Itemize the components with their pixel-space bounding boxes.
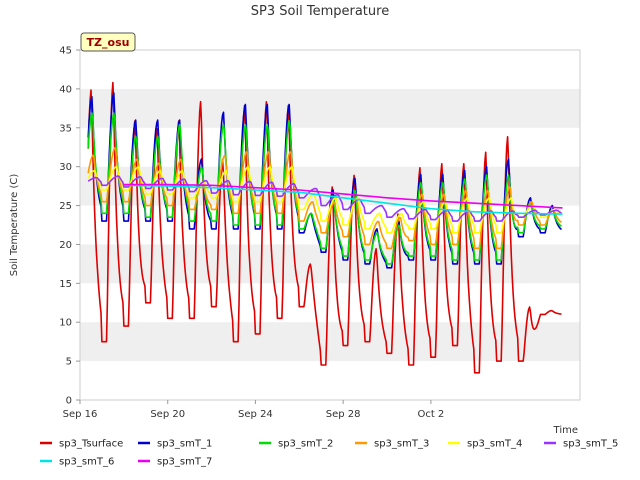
y-tick-label: 35 (59, 123, 72, 134)
y-axis: 0 5 10 15 20 25 30 35 40 45 (59, 46, 80, 407)
plot-frame (79, 49, 581, 401)
site-badge-label: TZ_osu (87, 36, 130, 49)
legend-item-sp3_smT_4: sp3_smT_4 (448, 439, 522, 450)
x-tick-label: Sep 16 (63, 409, 98, 420)
legend-label: sp3_smT_3 (374, 439, 429, 450)
grid-band (80, 244, 580, 284)
legend-label: sp3_smT_2 (278, 439, 333, 450)
x-axis-title: Time (553, 425, 578, 436)
chart-title: SP3 Soil Temperature (251, 4, 389, 19)
series-layer (87, 81, 563, 374)
y-tick-label: 20 (59, 240, 72, 251)
grid-band (80, 322, 580, 362)
grid-bands (80, 50, 580, 400)
legend: sp3_Tsurface sp3_smT_1 sp3_smT_2 sp3_smT_3 s… (40, 439, 618, 468)
legend-item-sp3_smT_6: sp3_smT_6 (40, 457, 114, 468)
y-tick-label: 40 (59, 84, 72, 95)
y-tick-label: 10 (59, 318, 72, 329)
y-tick-label: 45 (59, 46, 72, 57)
grid-band (80, 88, 580, 128)
legend-item-sp3_smT_2: sp3_smT_2 (259, 439, 333, 450)
site-badge: TZ_osu (80, 32, 136, 52)
y-tick-label: 30 (59, 162, 72, 173)
legend-label: sp3_smT_5 (563, 439, 618, 450)
legend-item-sp3_smT_3: sp3_smT_3 (355, 439, 429, 450)
x-tick-label: Sep 20 (150, 409, 185, 420)
legend-item-sp3_smT_7: sp3_smT_7 (138, 457, 212, 468)
x-tick-label: Sep 24 (238, 409, 273, 420)
x-axis: Sep 16 Sep 20 Sep 24 Sep 28 Oct 2 (63, 400, 444, 420)
site-badge-box (80, 32, 136, 52)
y-tick-label: 25 (59, 201, 72, 212)
series-line-sp3_smT_2 (87, 112, 562, 265)
legend-label: sp3_smT_4 (467, 439, 522, 450)
series-line-sp3_smT_6 (123, 184, 563, 215)
legend-label: sp3_smT_1 (157, 439, 212, 450)
legend-label: sp3_Tsurface (59, 439, 123, 450)
legend-item-sp3_Tsurface: sp3_Tsurface (40, 439, 123, 450)
series-line-sp3_smT_7 (123, 183, 563, 209)
x-tick-label: Oct 2 (417, 409, 444, 420)
y-tick-label: 0 (66, 396, 72, 407)
legend-label: sp3_smT_7 (157, 457, 212, 468)
legend-item-sp3_smT_1: sp3_smT_1 (138, 439, 212, 450)
legend-item-sp3_smT_5: sp3_smT_5 (544, 439, 618, 450)
x-tick-label: Sep 28 (326, 409, 361, 420)
y-axis-title: Soil Temperature (C) (9, 174, 20, 277)
y-tick-label: 5 (66, 357, 72, 368)
y-tick-label: 15 (59, 279, 72, 290)
legend-label: sp3_smT_6 (59, 457, 114, 468)
